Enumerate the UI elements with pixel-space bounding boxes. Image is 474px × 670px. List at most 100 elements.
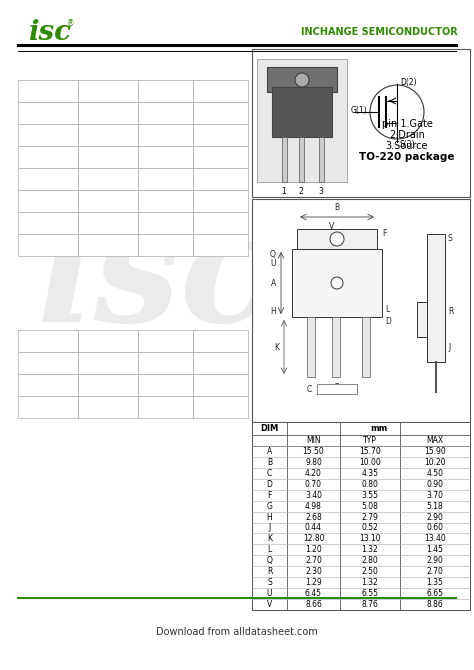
Bar bbox=[78, 168, 138, 190]
Text: D: D bbox=[266, 480, 273, 489]
Bar bbox=[362, 317, 370, 377]
Bar bbox=[257, 59, 347, 182]
Bar bbox=[18, 212, 78, 234]
Bar bbox=[299, 137, 304, 182]
Bar bbox=[18, 102, 78, 124]
Bar bbox=[332, 317, 340, 377]
Bar bbox=[18, 190, 78, 212]
Text: K: K bbox=[267, 535, 272, 543]
Text: 2.90: 2.90 bbox=[427, 556, 444, 565]
Text: 2.70: 2.70 bbox=[427, 567, 444, 576]
Text: H: H bbox=[266, 513, 273, 521]
Text: 3.Source: 3.Source bbox=[386, 141, 428, 151]
Text: G: G bbox=[266, 502, 273, 511]
Bar bbox=[138, 212, 193, 234]
Text: mm: mm bbox=[370, 424, 387, 433]
Bar bbox=[297, 229, 377, 249]
Text: 6.55: 6.55 bbox=[362, 589, 379, 598]
Text: 6.45: 6.45 bbox=[305, 589, 322, 598]
Text: MAX: MAX bbox=[427, 436, 444, 445]
Bar bbox=[193, 168, 248, 190]
Text: 5.18: 5.18 bbox=[427, 502, 443, 511]
Text: 4.50: 4.50 bbox=[427, 469, 444, 478]
Text: D(2): D(2) bbox=[400, 78, 417, 86]
Bar bbox=[138, 396, 193, 418]
Bar bbox=[138, 330, 193, 352]
Text: DIM: DIM bbox=[260, 424, 279, 433]
Bar bbox=[138, 80, 193, 102]
Bar bbox=[78, 190, 138, 212]
Text: 2.30: 2.30 bbox=[305, 567, 322, 576]
Text: Q: Q bbox=[270, 249, 276, 259]
Circle shape bbox=[331, 277, 343, 289]
Bar bbox=[193, 234, 248, 256]
Bar bbox=[193, 146, 248, 168]
Bar bbox=[138, 234, 193, 256]
Text: H: H bbox=[270, 308, 276, 316]
Circle shape bbox=[370, 85, 424, 139]
Text: J: J bbox=[448, 342, 450, 352]
Text: 4.98: 4.98 bbox=[305, 502, 322, 511]
Bar bbox=[193, 330, 248, 352]
Text: 1.29: 1.29 bbox=[305, 578, 322, 587]
Bar bbox=[78, 352, 138, 374]
Text: R: R bbox=[448, 308, 453, 316]
Bar bbox=[18, 352, 78, 374]
Bar bbox=[193, 374, 248, 396]
Bar bbox=[267, 67, 337, 92]
Text: S: S bbox=[448, 234, 453, 243]
Text: 13.10: 13.10 bbox=[359, 535, 381, 543]
Text: S: S bbox=[267, 578, 272, 587]
Text: 2.80: 2.80 bbox=[362, 556, 378, 565]
Bar bbox=[78, 80, 138, 102]
Bar bbox=[272, 87, 332, 137]
Text: 1.32: 1.32 bbox=[362, 578, 378, 587]
Bar bbox=[78, 396, 138, 418]
Bar bbox=[193, 80, 248, 102]
Text: L: L bbox=[267, 545, 272, 554]
Text: pin 1.Gate: pin 1.Gate bbox=[382, 119, 432, 129]
Text: C: C bbox=[267, 469, 272, 478]
Text: 2.90: 2.90 bbox=[427, 513, 444, 521]
Text: MIN: MIN bbox=[306, 436, 321, 445]
Text: R: R bbox=[267, 567, 272, 576]
Bar bbox=[18, 234, 78, 256]
Text: K: K bbox=[274, 342, 279, 352]
Text: Q: Q bbox=[266, 556, 273, 565]
Text: 2.70: 2.70 bbox=[305, 556, 322, 565]
Text: 8.76: 8.76 bbox=[362, 600, 378, 609]
Bar bbox=[78, 212, 138, 234]
Text: 2: 2 bbox=[299, 187, 303, 196]
Bar bbox=[319, 137, 324, 182]
Bar bbox=[138, 146, 193, 168]
Bar bbox=[78, 146, 138, 168]
Text: 9.80: 9.80 bbox=[305, 458, 322, 467]
Text: 3: 3 bbox=[319, 187, 323, 196]
Text: 4.35: 4.35 bbox=[362, 469, 379, 478]
Text: 2.Drain: 2.Drain bbox=[389, 130, 425, 140]
Text: A: A bbox=[271, 279, 276, 287]
Text: 1.45: 1.45 bbox=[427, 545, 444, 554]
Text: 6.65: 6.65 bbox=[427, 589, 444, 598]
Text: 0.52: 0.52 bbox=[362, 523, 378, 533]
Text: 8.66: 8.66 bbox=[305, 600, 322, 609]
Text: C: C bbox=[307, 385, 312, 393]
Text: 1.20: 1.20 bbox=[305, 545, 322, 554]
Bar bbox=[78, 330, 138, 352]
Bar bbox=[193, 396, 248, 418]
Bar bbox=[252, 49, 470, 197]
Bar bbox=[252, 422, 470, 610]
Bar bbox=[78, 234, 138, 256]
Text: TYP: TYP bbox=[363, 436, 377, 445]
Text: isc: isc bbox=[28, 19, 71, 46]
Bar bbox=[18, 396, 78, 418]
Text: 3.55: 3.55 bbox=[362, 490, 379, 500]
Circle shape bbox=[295, 73, 309, 87]
Text: L: L bbox=[385, 304, 389, 314]
Text: 13.40: 13.40 bbox=[424, 535, 446, 543]
Text: 15.50: 15.50 bbox=[302, 447, 324, 456]
Text: 0.70: 0.70 bbox=[305, 480, 322, 489]
Bar bbox=[138, 124, 193, 146]
Text: 15.70: 15.70 bbox=[359, 447, 381, 456]
Text: 8.86: 8.86 bbox=[427, 600, 443, 609]
